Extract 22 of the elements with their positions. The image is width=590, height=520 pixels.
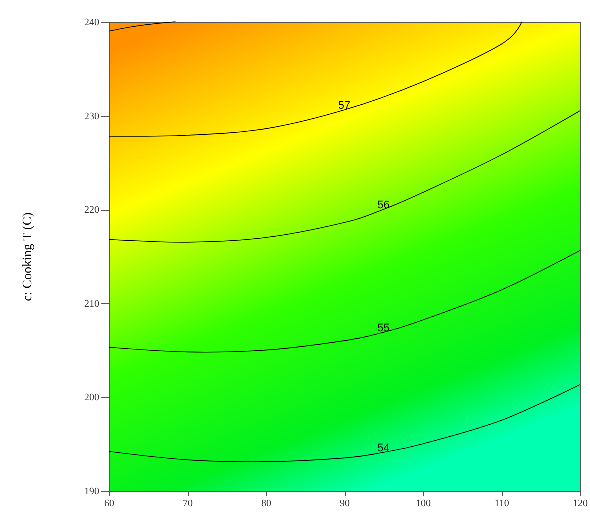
series-label: 57 xyxy=(338,100,351,112)
x-tick-label: 90 xyxy=(340,498,350,510)
y-tick-label: 220 xyxy=(84,205,100,216)
series-label: 56 xyxy=(378,200,390,212)
series-label: 55 xyxy=(378,322,390,334)
line-series xyxy=(108,250,580,353)
y-axis-title: c: Cooking T (C) xyxy=(20,212,34,302)
y-tick-label: 230 xyxy=(84,111,100,122)
x-tick-label: 110 xyxy=(494,498,510,510)
y-tick-label: 200 xyxy=(84,392,100,404)
x-tick-label: 80 xyxy=(262,498,272,510)
line-series xyxy=(108,110,580,243)
x-tick-label: 70 xyxy=(183,498,193,510)
y-tick-label: 240 xyxy=(84,18,100,28)
x-tick-label: 60 xyxy=(104,498,114,510)
x-tick-label: 120 xyxy=(573,498,588,510)
line-series xyxy=(108,22,522,137)
y-tick-label: 190 xyxy=(84,486,100,498)
x-tick-label: 100 xyxy=(416,498,431,510)
series-label: 54 xyxy=(378,442,390,455)
line-series xyxy=(108,384,580,462)
y-tick-label: 210 xyxy=(84,298,100,310)
